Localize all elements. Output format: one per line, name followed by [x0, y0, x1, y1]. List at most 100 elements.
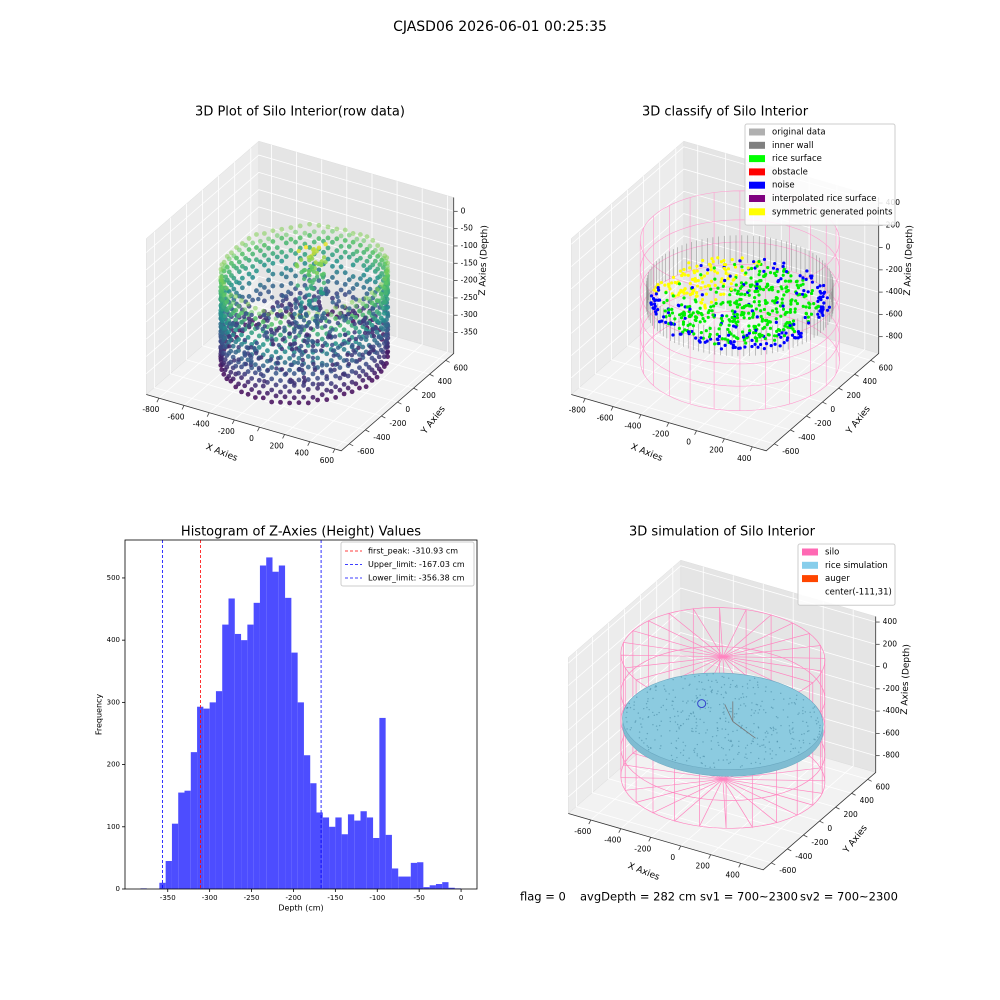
cloud-point — [342, 332, 348, 337]
cloud-point — [279, 249, 285, 255]
cloud-point — [250, 297, 256, 303]
cloud-point — [795, 291, 799, 295]
surface-dot — [764, 732, 767, 734]
z-tick-label: -150 — [461, 258, 478, 267]
cloud-point — [758, 342, 763, 347]
cloud-point — [333, 316, 339, 321]
cloud-point — [352, 310, 358, 316]
cloud-point — [706, 311, 710, 315]
cloud-point — [368, 344, 373, 349]
cloud-point — [254, 257, 259, 263]
cloud-point — [782, 334, 787, 338]
x-tick-label: -300 — [202, 894, 218, 902]
surface-dot — [750, 762, 752, 765]
cloud-point — [250, 275, 256, 280]
surface-dot — [724, 720, 727, 723]
cloud-point — [319, 381, 325, 387]
cloud-point — [316, 299, 322, 305]
cloud-point — [717, 334, 721, 339]
surface-dot — [792, 747, 794, 750]
surface-dot — [669, 720, 671, 723]
cloud-point — [374, 309, 380, 315]
surface-dot — [706, 729, 708, 731]
surface-dot — [782, 709, 785, 711]
cloud-point — [257, 291, 263, 297]
surface-dot — [791, 728, 793, 730]
legend-label: first_peak: -310.93 cm — [368, 547, 458, 556]
cloud-point — [254, 245, 259, 250]
surface-dot — [660, 735, 662, 737]
cloud-point — [361, 272, 367, 278]
tick-mark — [870, 359, 875, 363]
cloud-point — [724, 271, 728, 275]
cloud-point — [383, 323, 388, 329]
cloud-point — [275, 360, 280, 365]
cloud-point — [766, 311, 770, 316]
cloud-point — [789, 302, 793, 306]
cloud-point — [731, 343, 735, 347]
cloud-point — [777, 333, 781, 337]
cloud-point — [713, 269, 717, 273]
surface-dot — [789, 733, 792, 735]
cloud-point — [367, 277, 373, 282]
cloud-point — [339, 342, 345, 347]
cloud-point — [729, 341, 733, 345]
surface-dot — [792, 731, 794, 733]
cloud-point — [246, 271, 252, 277]
cloud-point — [735, 299, 739, 303]
surface-dot — [703, 755, 705, 758]
tick-mark — [413, 387, 418, 391]
cloud-point — [261, 313, 266, 318]
cloud-point — [810, 288, 814, 293]
grid-line — [568, 654, 876, 753]
cloud-point — [775, 310, 779, 314]
x-tick-label: 0 — [670, 853, 675, 862]
cloud-point — [229, 273, 234, 278]
wireframe — [620, 654, 723, 780]
surface-dot — [745, 726, 748, 729]
cloud-point — [719, 323, 723, 327]
cloud-point — [319, 363, 325, 368]
cloud-point — [224, 254, 230, 259]
surface-dot — [693, 749, 695, 752]
y-tick-label: 0 — [827, 824, 832, 833]
cloud-point — [236, 269, 242, 275]
grid-line — [571, 190, 879, 290]
bar — [417, 862, 424, 889]
legend-swatch — [749, 141, 765, 149]
surface-dot — [770, 706, 773, 709]
cloud-point — [769, 344, 773, 348]
y-tick-label: 600 — [454, 363, 469, 372]
cloud-point — [305, 323, 310, 328]
cloud-point — [243, 361, 249, 367]
cloud-point — [287, 331, 293, 336]
cloud-point — [246, 236, 252, 241]
cloud-point — [287, 301, 292, 307]
cloud-point — [350, 262, 356, 268]
cloud-point — [670, 281, 674, 285]
cloud-point — [262, 378, 267, 384]
cloud-point — [734, 283, 738, 287]
cloud-point — [720, 319, 724, 323]
surface-dot — [791, 721, 794, 724]
surface-dot — [765, 736, 767, 738]
tick-mark — [803, 834, 808, 838]
cloud-point — [354, 282, 360, 287]
cloud-point — [344, 316, 349, 321]
cloud-point — [260, 363, 266, 369]
cloud-point — [764, 285, 768, 289]
cloud-point — [361, 284, 367, 290]
grid-line — [309, 188, 423, 443]
cloud-point — [706, 284, 710, 288]
cloud-point — [310, 343, 316, 349]
cloud-point — [723, 337, 727, 341]
cloud-point — [799, 335, 803, 339]
cloud-point — [319, 369, 325, 374]
surface-dot — [813, 706, 816, 708]
axes-3d: -800-600-400-2000200400600-600-400-20002… — [142, 105, 490, 465]
surface-dot — [757, 686, 759, 689]
cloud-point — [306, 338, 311, 343]
cloud-point — [780, 301, 784, 305]
auger-line — [732, 721, 756, 739]
